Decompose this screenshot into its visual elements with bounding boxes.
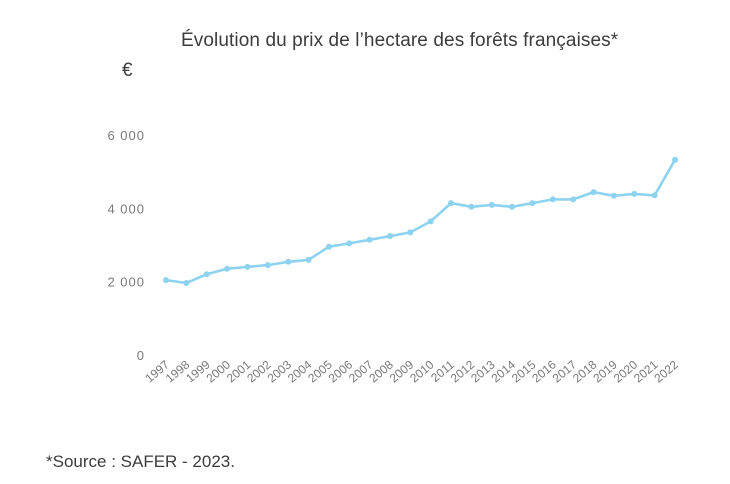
y-tick-label: 0 <box>137 348 145 363</box>
data-point <box>224 265 231 272</box>
data-point <box>427 218 434 225</box>
x-tick-label: 2022 <box>651 357 681 385</box>
data-point <box>285 258 292 265</box>
x-axis-ticks: 1997199819992000200120022003200420052006… <box>142 357 681 385</box>
y-tick-label: 2 000 <box>107 275 145 290</box>
y-tick-label: 4 000 <box>107 201 145 216</box>
y-axis-unit-label: € <box>122 60 133 81</box>
data-point <box>387 233 393 240</box>
data-point <box>610 192 617 199</box>
data-point <box>448 200 454 207</box>
data-point <box>509 203 516 210</box>
source-note: *Source : SAFER - 2023. <box>46 452 235 471</box>
data-point <box>366 236 373 243</box>
data-point <box>570 196 577 203</box>
y-tick-label: 6 000 <box>107 128 145 143</box>
data-point <box>468 203 475 210</box>
data-point <box>631 190 638 197</box>
line-chart: 0 2 000 4 000 6 000 19971998199920002001200… <box>107 128 681 385</box>
series-line <box>164 158 677 285</box>
data-point <box>305 256 312 263</box>
data-point <box>529 200 536 207</box>
data-point <box>590 189 597 196</box>
series-group <box>163 156 678 286</box>
data-point <box>244 263 251 270</box>
data-point <box>264 262 271 269</box>
chart-title: Évolution du prix de l’hectare des forêt… <box>181 30 619 51</box>
data-point <box>203 271 210 278</box>
data-point <box>672 156 678 163</box>
y-axis-ticks: 0 2 000 4 000 6 000 <box>107 128 145 363</box>
data-point <box>651 192 658 199</box>
data-point <box>163 277 169 284</box>
data-point <box>183 280 190 286</box>
data-point <box>549 196 556 203</box>
data-point <box>488 201 495 208</box>
data-point <box>346 240 353 247</box>
data-point <box>407 229 414 236</box>
data-point <box>325 243 332 250</box>
